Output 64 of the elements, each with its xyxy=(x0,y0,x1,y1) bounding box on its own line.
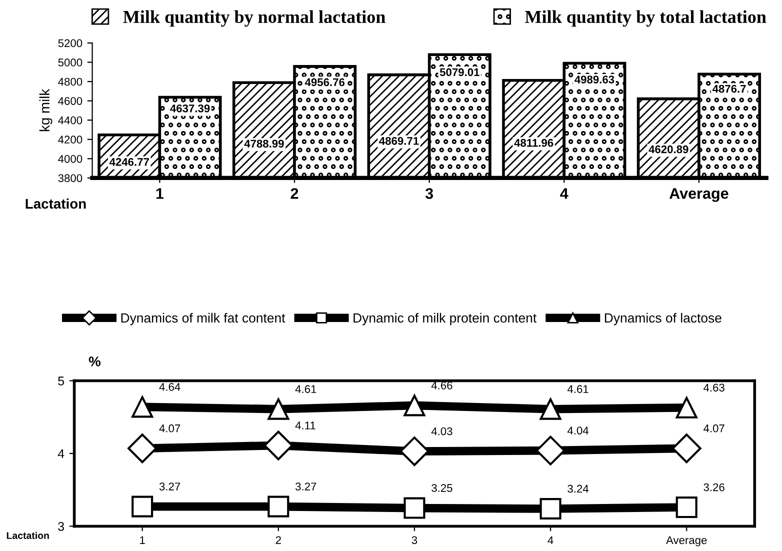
data-label: 4.03 xyxy=(431,427,452,436)
data-label: 3.24 xyxy=(568,484,588,493)
y-tick-label: 5 xyxy=(58,376,64,386)
point xyxy=(540,398,562,420)
y-axis-title: % xyxy=(88,356,101,366)
data-label: 3.27 xyxy=(295,482,316,490)
data-label: 4246.77 xyxy=(109,158,149,166)
data-label: 4.04 xyxy=(567,426,588,434)
data-label: 4.63 xyxy=(704,384,724,392)
x-axis-title: Lactation xyxy=(6,532,49,539)
x-tick-label: Average xyxy=(666,536,707,546)
data-label: 4876.7 xyxy=(712,84,746,93)
x-tick-label: 1 xyxy=(140,536,145,544)
point xyxy=(676,496,698,518)
legend-label: Dynamics of lactose xyxy=(604,312,722,326)
legend-label: Milk quantity by normal lactation xyxy=(123,10,386,27)
point xyxy=(404,394,426,416)
data-label: 4788.99 xyxy=(244,140,284,148)
y-tick-label: 4400 xyxy=(58,116,82,124)
legend-label: Dynamic of milk protein content xyxy=(354,312,536,326)
y-tick-label: 4000 xyxy=(58,154,82,163)
point xyxy=(676,396,698,418)
y-tick-label: 4 xyxy=(58,449,64,458)
legend-label: Milk quantity by total lactation xyxy=(525,10,766,27)
data-label: 3.27 xyxy=(159,482,180,490)
data-label: 4620.89 xyxy=(648,145,688,154)
point xyxy=(132,396,154,418)
legend-label: Dynamics of milk fat content xyxy=(121,312,286,326)
data-label: 5079.01 xyxy=(440,68,480,76)
x-tick-label: 4 xyxy=(548,536,554,544)
data-label: 4956.76 xyxy=(304,78,345,86)
data-label: 4.11 xyxy=(295,422,316,430)
point xyxy=(540,498,562,520)
point xyxy=(268,398,290,420)
x-tick-label: 3 xyxy=(425,188,434,199)
y-tick-label: 3800 xyxy=(58,174,82,182)
y-tick-label: 4600 xyxy=(58,97,82,105)
x-axis-title: Lactation xyxy=(26,198,86,209)
data-label: 4637.39 xyxy=(170,104,210,112)
data-label: 4989.63 xyxy=(574,76,614,84)
data-label: 4.61 xyxy=(295,385,316,394)
x-tick-label: 3 xyxy=(412,536,418,544)
y-axis-title: kg milk xyxy=(39,88,52,132)
x-tick-label: 4 xyxy=(560,188,568,199)
data-label: 4.64 xyxy=(159,382,180,391)
data-label: 4.07 xyxy=(704,424,724,432)
data-label: 4811.96 xyxy=(514,138,554,147)
point xyxy=(404,497,426,519)
point xyxy=(132,496,154,518)
x-tick-label: 2 xyxy=(290,188,298,199)
data-label: 4.07 xyxy=(159,424,180,432)
data-label: 3.26 xyxy=(704,483,724,492)
y-tick-label: 5200 xyxy=(58,39,82,48)
data-label: 4869.71 xyxy=(379,136,419,145)
x-tick-label: 1 xyxy=(156,188,164,199)
y-tick-label: 4200 xyxy=(58,136,82,144)
y-tick-label: 4800 xyxy=(58,78,82,86)
y-tick-label: 3 xyxy=(58,522,64,531)
data-label: 3.25 xyxy=(432,484,452,492)
point xyxy=(268,496,290,518)
data-label: 4.61 xyxy=(567,385,588,394)
y-tick-label: 5000 xyxy=(58,58,82,66)
x-tick-label: Average xyxy=(669,188,728,202)
x-tick-label: 2 xyxy=(276,536,281,544)
